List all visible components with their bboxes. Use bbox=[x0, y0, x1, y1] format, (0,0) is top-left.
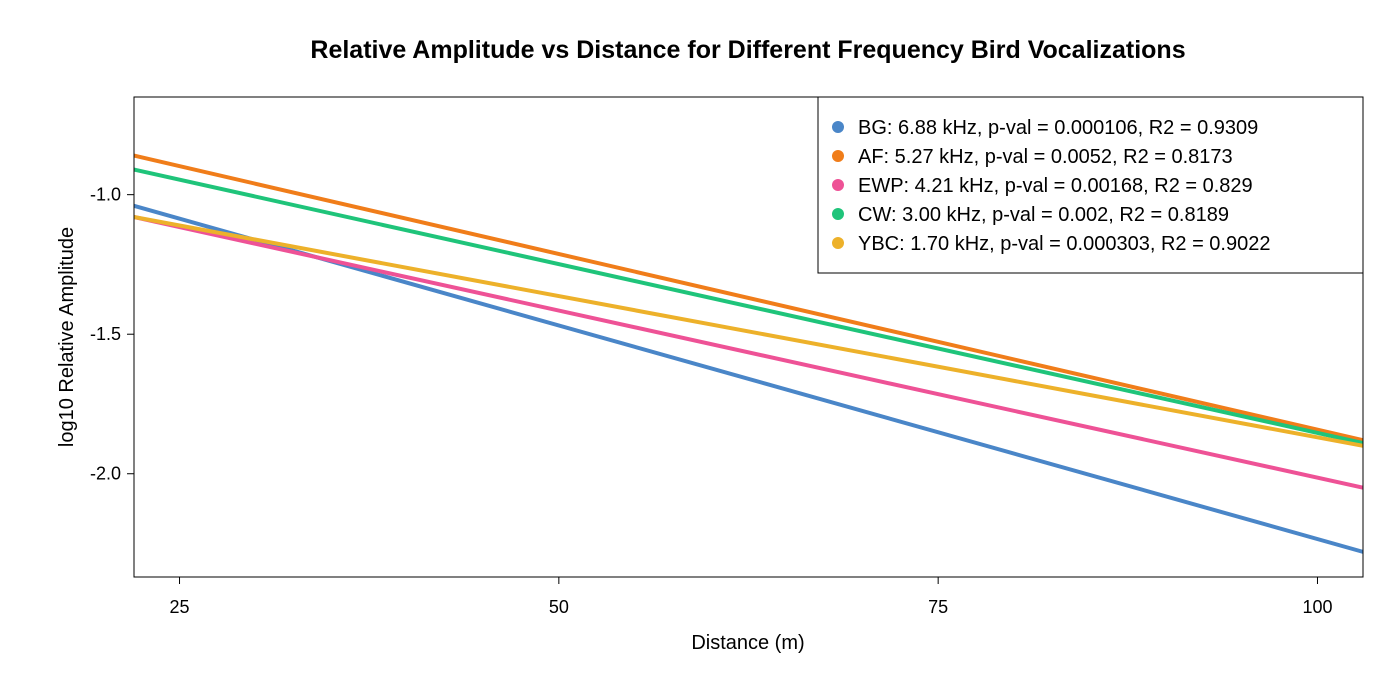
legend-marker bbox=[832, 179, 844, 191]
legend: BG: 6.88 kHz, p-val = 0.000106, R2 = 0.9… bbox=[817, 96, 1364, 274]
y-axis-title: log10 Relative Amplitude bbox=[56, 227, 78, 447]
x-tick-label: 25 bbox=[170, 597, 190, 617]
series-line-ybc bbox=[133, 215, 1364, 448]
legend-label: YBC: 1.70 kHz, p-val = 0.000303, R2 = 0.… bbox=[858, 233, 1270, 255]
legend-box bbox=[817, 96, 1364, 274]
y-tick-label: -2.0 bbox=[90, 464, 121, 484]
legend-label: AF: 5.27 kHz, p-val = 0.0052, R2 = 0.817… bbox=[858, 146, 1233, 168]
chart-title: Relative Amplitude vs Distance for Diffe… bbox=[310, 36, 1185, 64]
legend-item: BG: 6.88 kHz, p-val = 0.000106, R2 = 0.9… bbox=[832, 117, 1258, 139]
legend-marker bbox=[832, 150, 844, 162]
y-axis: -1.0 -1.5 -2.0 bbox=[90, 185, 134, 484]
x-tick-label: 50 bbox=[549, 597, 569, 617]
x-axis-title: Distance (m) bbox=[691, 632, 804, 654]
series-line-ewp bbox=[133, 215, 1364, 490]
legend-item: CW: 3.00 kHz, p-val = 0.002, R2 = 0.8189 bbox=[832, 204, 1229, 226]
legend-items: BG: 6.88 kHz, p-val = 0.000106, R2 = 0.9… bbox=[832, 117, 1270, 255]
legend-item: AF: 5.27 kHz, p-val = 0.0052, R2 = 0.817… bbox=[832, 146, 1233, 168]
legend-label: BG: 6.88 kHz, p-val = 0.000106, R2 = 0.9… bbox=[858, 117, 1258, 139]
legend-marker bbox=[832, 121, 844, 133]
y-tick-label: -1.5 bbox=[90, 324, 121, 344]
x-tick-label: 75 bbox=[928, 597, 948, 617]
plot-frame bbox=[133, 96, 1364, 578]
series-line-af bbox=[133, 153, 1364, 443]
legend-label: EWP: 4.21 kHz, p-val = 0.00168, R2 = 0.8… bbox=[858, 175, 1253, 197]
legend-item: YBC: 1.70 kHz, p-val = 0.000303, R2 = 0.… bbox=[832, 233, 1270, 255]
legend-label: CW: 3.00 kHz, p-val = 0.002, R2 = 0.8189 bbox=[858, 204, 1229, 226]
x-tick-label: 100 bbox=[1302, 597, 1332, 617]
plot-lines bbox=[133, 153, 1364, 554]
y-tick-label: -1.0 bbox=[90, 185, 121, 205]
x-axis: 25 50 75 100 bbox=[170, 577, 1333, 617]
series-line-cw bbox=[133, 167, 1364, 445]
legend-marker bbox=[832, 208, 844, 220]
legend-marker bbox=[832, 237, 844, 249]
legend-item: EWP: 4.21 kHz, p-val = 0.00168, R2 = 0.8… bbox=[832, 175, 1253, 197]
